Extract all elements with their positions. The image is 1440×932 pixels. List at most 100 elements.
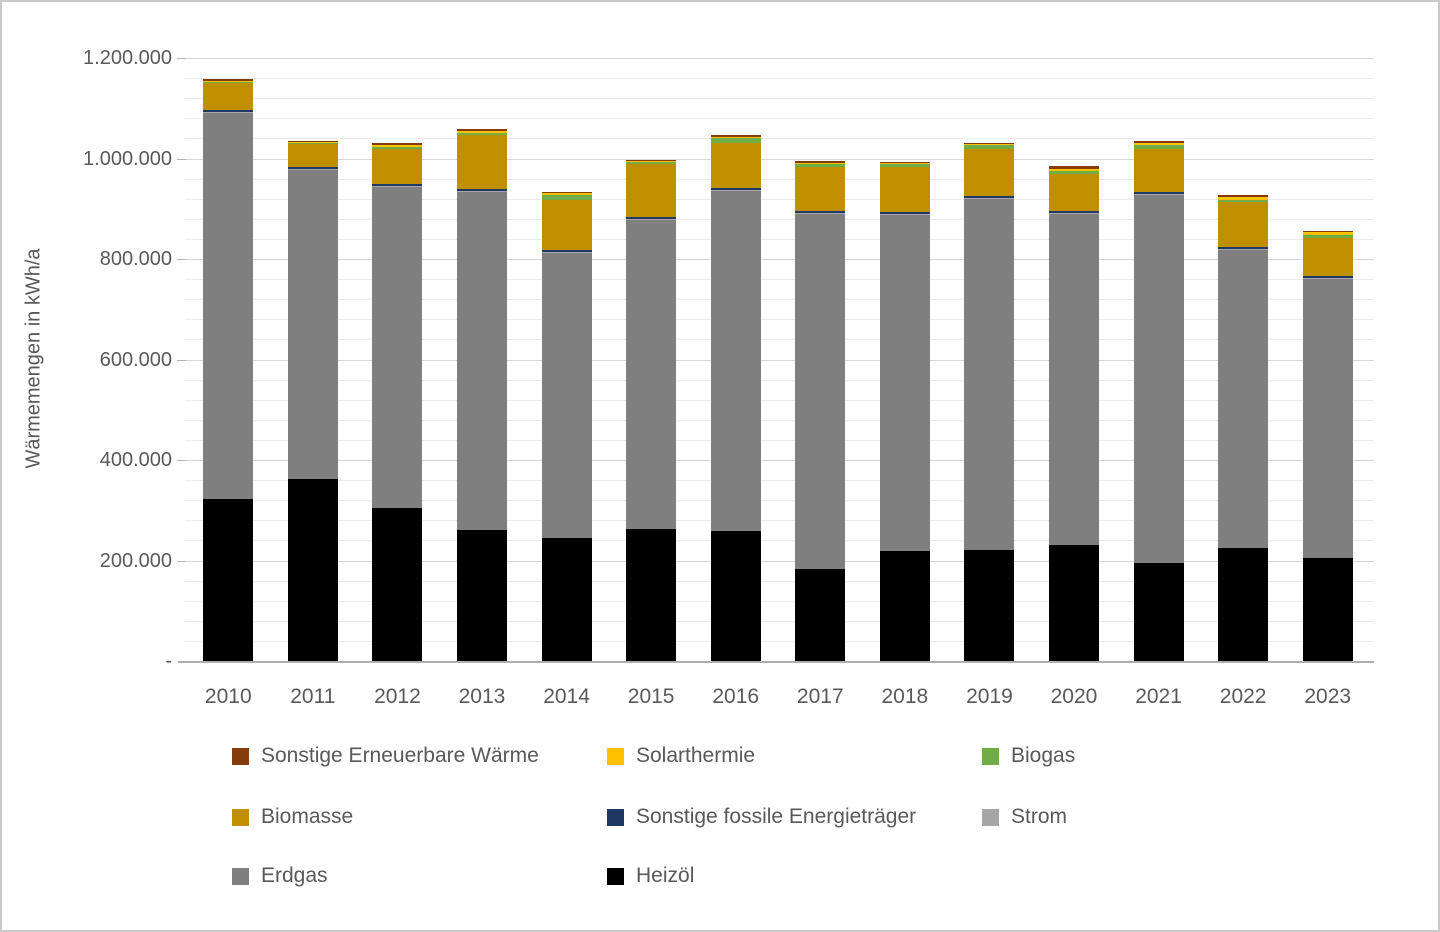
bar-segment-2020-sonstige-erneuerbare-w-rme [1049, 166, 1099, 169]
bar-segment-2010-sonstige-fossile-energietr-ger [203, 110, 254, 113]
y-axis-tick-label: 1.000.000 [83, 147, 172, 170]
bar-segment-2015-erdgas [626, 219, 677, 529]
bar-segment-2023-sonstige-erneuerbare-w-rme [1302, 230, 1353, 233]
major-gridline [185, 158, 1374, 160]
bar-segment-2021-erdgas [1133, 194, 1184, 563]
x-axis-label-2020: 2020 [1050, 685, 1098, 708]
bar-segment-2015-solarthermie [626, 160, 677, 162]
bar-segment-2012-erdgas [372, 186, 423, 509]
bar-segment-2019-biomasse [964, 149, 1015, 196]
minor-gridline [185, 178, 1374, 180]
bar-segment-2020-erdgas [1049, 213, 1099, 546]
legend-item-sonstige-erneuerbare-w-rme: Sonstige Erneuerbare Wärme [232, 744, 539, 768]
bar-segment-2017-sonstige-fossile-energietr-ger [795, 210, 846, 213]
bar-segment-2012-biogas [372, 146, 423, 150]
bar-segment-2018-biomasse [879, 166, 930, 212]
legend-swatch-icon [607, 747, 624, 765]
minor-gridline [185, 419, 1374, 421]
bar-segment-2016-biogas [710, 138, 761, 143]
y-axis-tick [177, 158, 186, 160]
minor-gridline [185, 198, 1374, 200]
bar-segment-2022-biomasse [1218, 202, 1269, 247]
bar-segment-2018-erdgas [879, 214, 930, 551]
bar-segment-2014-biogas [541, 194, 592, 200]
bar-segment-2012-biomasse [372, 149, 423, 185]
x-axis-label-2012: 2012 [374, 685, 421, 708]
legend-label: Heizöl [636, 864, 695, 887]
bar-segment-2013-sonstige-erneuerbare-w-rme [457, 129, 507, 132]
bar-segment-2017-heiz-l [795, 569, 846, 661]
bar-segment-2023-erdgas [1302, 278, 1353, 559]
bar-segment-2020-biomasse [1049, 174, 1099, 212]
bar-segment-2019-heiz-l [964, 549, 1015, 661]
bar-segment-2010-sonstige-erneuerbare-w-rme [203, 78, 254, 81]
y-axis-tick [177, 359, 186, 361]
bar-segment-2022-strom [1218, 248, 1269, 250]
bar-segment-2019-biogas [964, 145, 1015, 150]
x-axis-label-2014: 2014 [543, 685, 590, 708]
bar-segment-2018-biogas [879, 164, 930, 167]
bar-segment-2014-strom [541, 252, 592, 253]
minor-gridline [185, 500, 1374, 502]
bar-segment-2011-strom [287, 168, 338, 170]
minor-gridline [185, 319, 1374, 321]
bar-segment-2017-biogas [795, 164, 846, 167]
legend-label: Solarthermie [636, 744, 756, 767]
bar-segment-2018-sonstige-fossile-energietr-ger [879, 211, 930, 214]
bar-segment-2014-heiz-l [541, 538, 592, 661]
bar-segment-2016-sonstige-erneuerbare-w-rme [710, 135, 761, 137]
legend-label: Biogas [1011, 744, 1076, 767]
legend-swatch-icon [607, 867, 624, 885]
minor-gridline [185, 339, 1374, 341]
bar-segment-2016-biomasse [710, 142, 761, 189]
bar-segment-2023-sonstige-fossile-energietr-ger [1302, 275, 1353, 278]
bar-segment-2021-biomasse [1133, 148, 1184, 193]
legend-item-biogas: Biogas [982, 744, 1075, 768]
legend-item-sonstige-fossile-energietr-ger: Sonstige fossile Energieträger [607, 805, 916, 829]
major-gridline [185, 460, 1374, 461]
bar-segment-2010-biomasse [203, 82, 254, 111]
legend-swatch-icon [982, 808, 999, 826]
y-axis-tick-label: 400.000 [99, 449, 172, 471]
bar-segment-2023-biomasse [1302, 238, 1353, 276]
bar-segment-2010-solarthermie [203, 80, 254, 82]
bar-segment-2020-solarthermie [1049, 168, 1099, 171]
legend-item-strom: Strom [982, 805, 1067, 829]
bar-segment-2015-sonstige-fossile-energietr-ger [626, 217, 677, 220]
bar-segment-2012-solarthermie [372, 145, 423, 147]
bar-segment-2016-solarthermie [710, 136, 761, 139]
bar-segment-2011-sonstige-erneuerbare-w-rme [287, 140, 338, 142]
bar-segment-2013-biomasse [457, 135, 507, 189]
bar-segment-2021-strom [1133, 194, 1184, 195]
bar-segment-2020-heiz-l [1049, 545, 1099, 661]
bar-segment-2018-sonstige-erneuerbare-w-rme [879, 162, 930, 164]
major-gridline [185, 259, 1374, 260]
legend-swatch-icon [982, 747, 999, 765]
bar-segment-2016-sonstige-fossile-energietr-ger [710, 188, 761, 191]
y-axis-tick-label: 1.200.000 [83, 47, 172, 69]
x-axis-line [178, 661, 1374, 663]
y-axis-tick-label: 200.000 [99, 549, 172, 572]
minor-gridline [185, 379, 1374, 381]
bar-segment-2017-biomasse [795, 166, 846, 211]
minor-gridline [185, 299, 1374, 301]
legend-item-erdgas: Erdgas [232, 864, 328, 888]
bar-segment-2010-erdgas [203, 112, 254, 500]
legend-swatch-icon [607, 808, 624, 826]
major-gridline [185, 560, 1374, 562]
bar-segment-2013-erdgas [457, 191, 507, 530]
bar-segment-2012-heiz-l [372, 508, 423, 661]
legend-label: Sonstige Erneuerbare Wärme [261, 744, 539, 767]
bar-segment-2018-solarthermie [879, 163, 930, 165]
legend-label: Biomasse [261, 805, 354, 828]
x-axis-label-2021: 2021 [1135, 685, 1182, 708]
bar-segment-2013-heiz-l [457, 529, 507, 661]
minor-gridline [185, 620, 1374, 622]
minor-gridline [185, 218, 1374, 220]
bar-segment-2021-biogas [1133, 145, 1184, 149]
minor-gridline [185, 118, 1374, 120]
bar-segment-2019-erdgas [964, 198, 1015, 550]
minor-gridline [185, 399, 1374, 401]
legend-swatch-icon [232, 867, 249, 885]
bar-segment-2023-heiz-l [1302, 558, 1353, 661]
